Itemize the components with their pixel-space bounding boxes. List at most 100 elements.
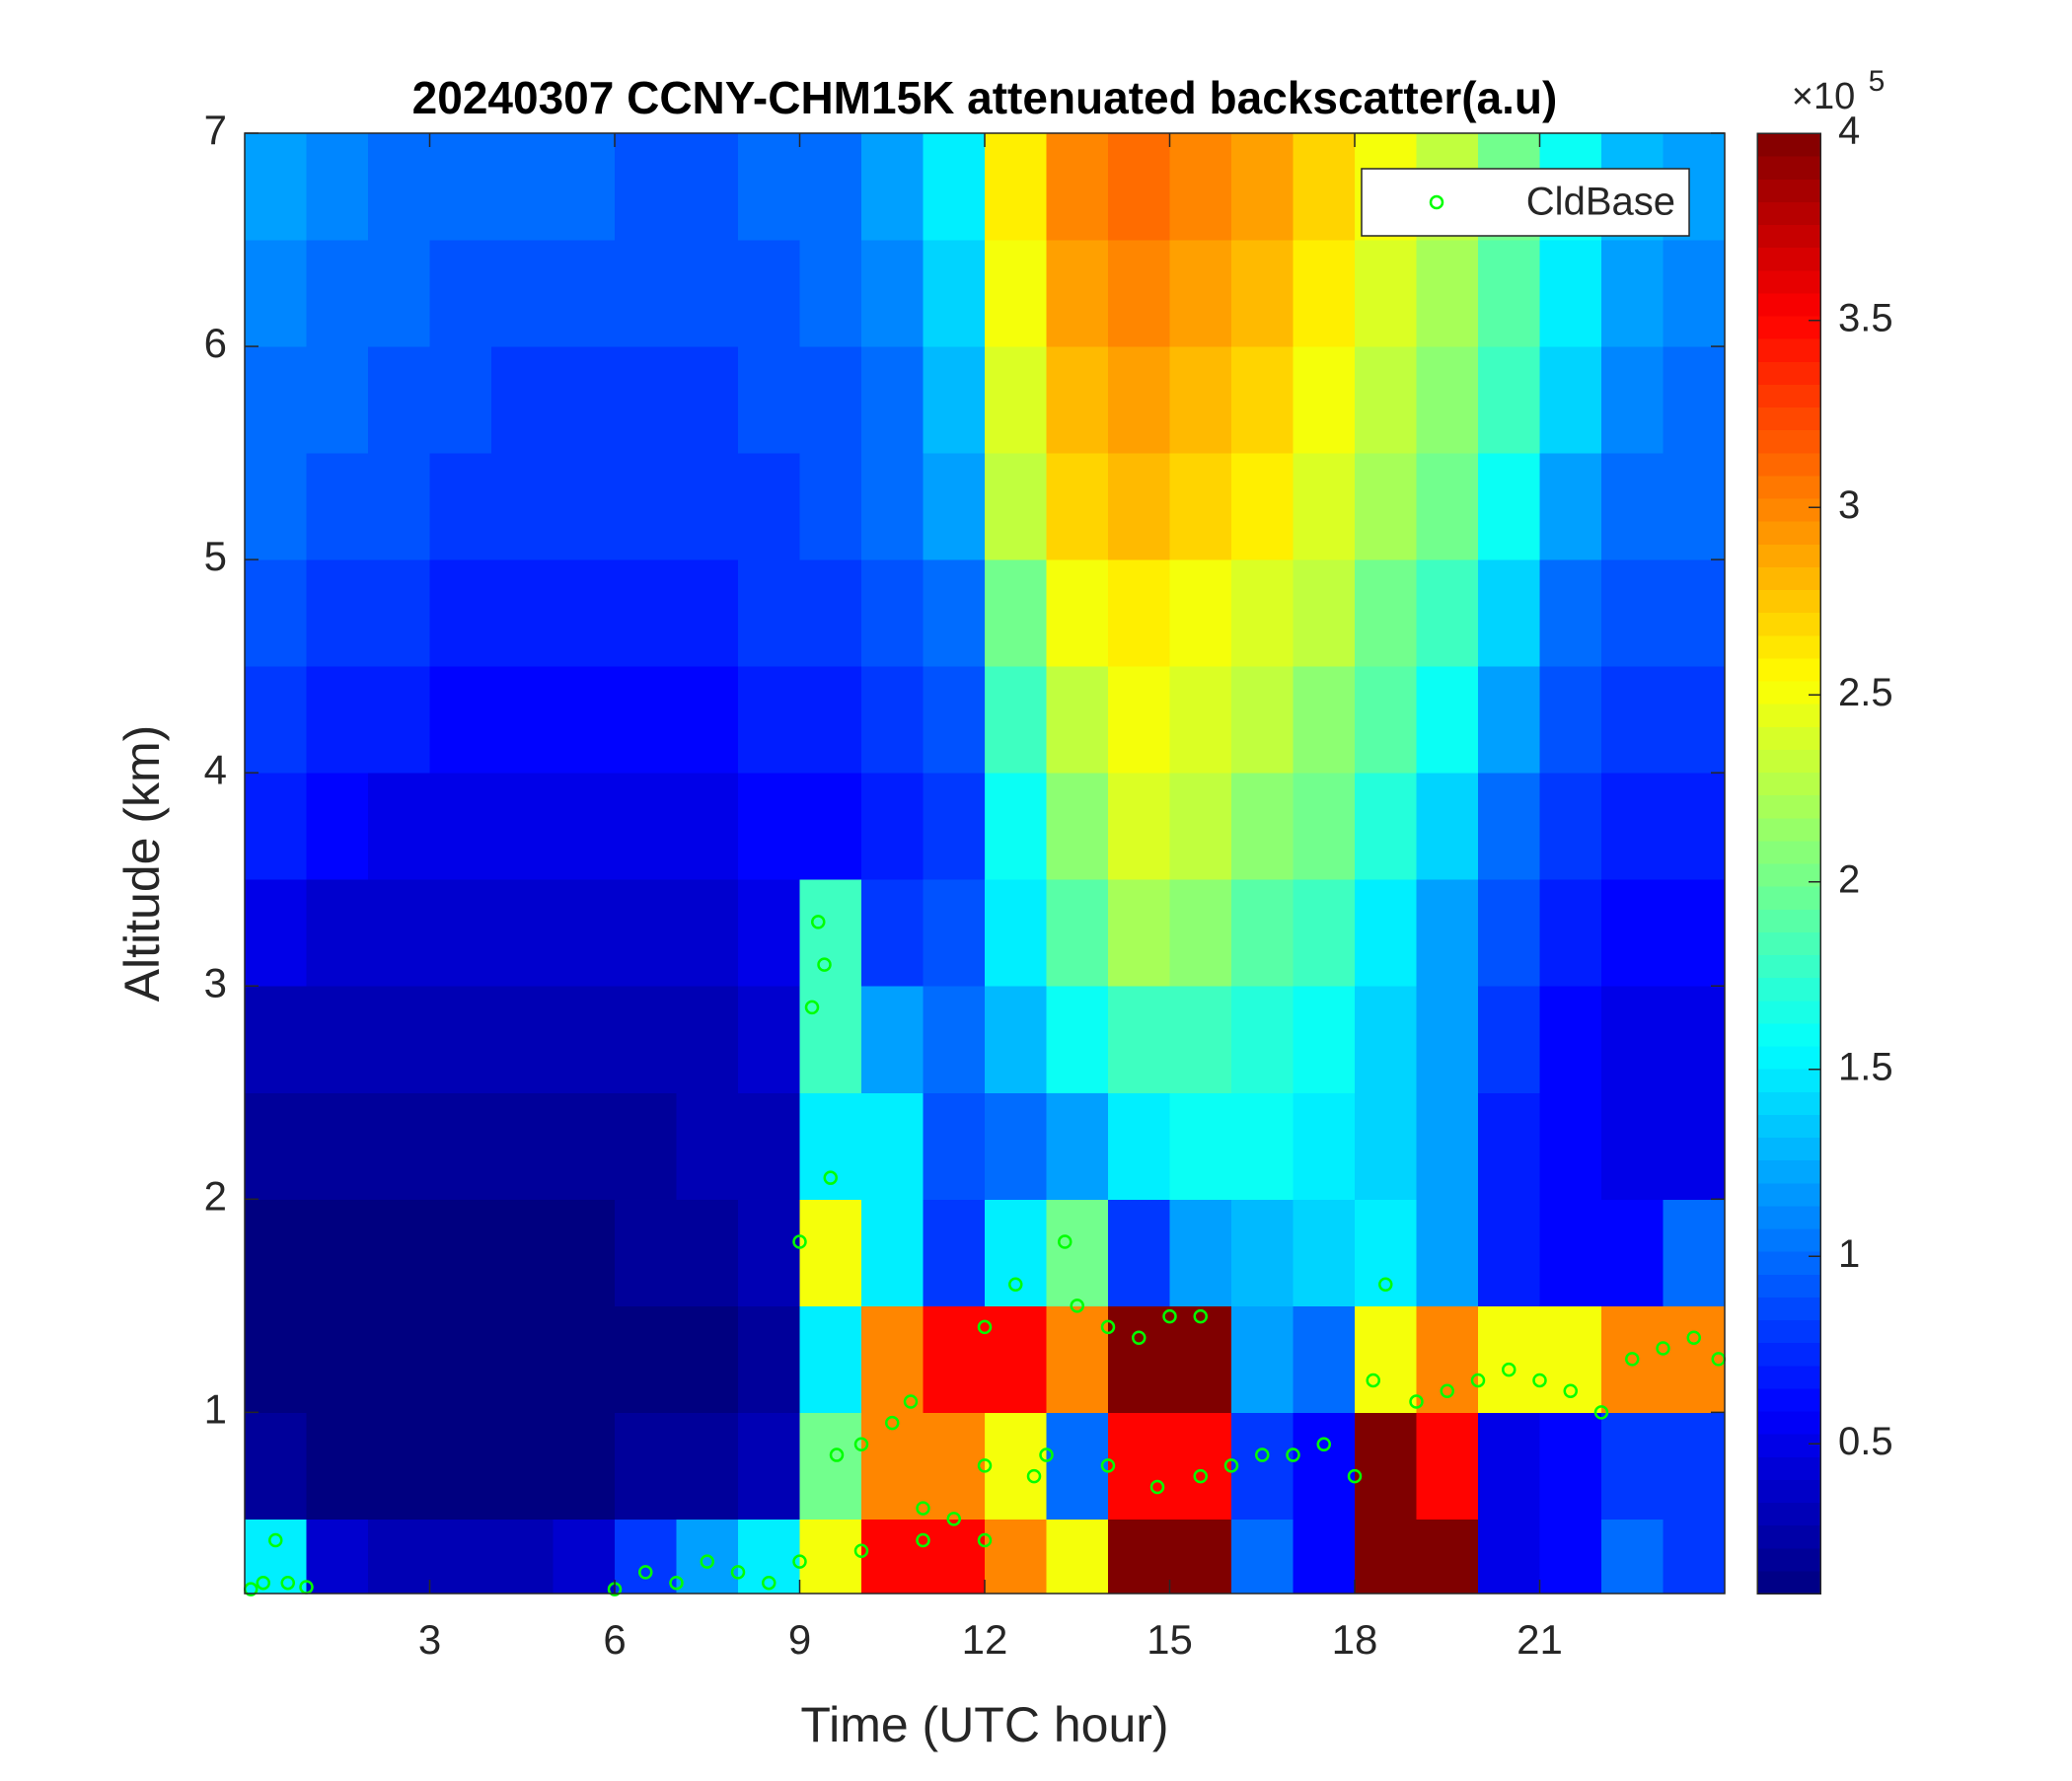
heatmap-cell [923,133,986,241]
heatmap-cell [861,1092,924,1200]
cloud-base-point [1008,1277,1023,1292]
heatmap-cell [368,240,430,347]
heatmap-cell [615,1092,677,1200]
colorbar-step [1757,1069,1820,1092]
heatmap-cell [1231,986,1294,1093]
heatmap-cell [676,1199,739,1306]
cloud-base-point [1409,1394,1424,1409]
heatmap-cell [306,986,369,1093]
colorbar-step [1757,179,1820,202]
heatmap-cell [1478,1199,1540,1306]
heatmap-cell [553,240,616,347]
colorbar-step [1757,1228,1820,1252]
colorbar-step [1757,1456,1820,1480]
heatmap-cell [799,1092,862,1200]
heatmap-cell [676,666,739,774]
y-tick-label: 3 [204,959,227,1005]
heatmap-cell [553,559,616,667]
heatmap-cell [1355,559,1417,667]
heatmap-cell [738,346,800,454]
heatmap-cell [429,346,492,454]
colorbar-step [1757,954,1820,979]
heatmap-cell [1416,559,1479,667]
heatmap-cell [245,559,307,667]
heatmap-cell [245,1092,307,1200]
colorbar-step [1757,681,1820,705]
heatmap-cell [923,986,986,1093]
heatmap-cell [1355,1305,1417,1413]
heatmap-cell [1539,453,1602,560]
heatmap-cell [799,240,862,347]
colorbar-step [1757,1365,1820,1389]
heatmap-cell [1046,1092,1109,1200]
heatmap-cell [923,879,986,987]
colorbar-step [1757,429,1820,454]
colorbar-tick-label: 1 [1838,1232,1860,1276]
heatmap-cell [799,666,862,774]
heatmap-cell [1478,1092,1540,1200]
heatmap-cell [1355,773,1417,880]
heatmap-cell [1478,1305,1540,1413]
heatmap-cell [1663,1199,1726,1306]
legend-box [1361,168,1690,237]
heatmap-cell [1539,1305,1602,1413]
heatmap-cell [1539,986,1602,1093]
heatmap-cell [1169,666,1232,774]
colorbar-step [1757,224,1820,249]
heatmap-cell [368,1305,430,1413]
heatmap-cell [738,559,800,667]
colorbar-tick-label: 2 [1838,858,1860,902]
cloud-base-point [1193,1308,1208,1324]
heatmap-cell [861,1412,924,1520]
heatmap-cell [245,986,307,1093]
heatmap-cell [1169,240,1232,347]
heatmap-cell [245,1412,307,1520]
heatmap-cell [553,453,616,560]
colorbar-exponent: 5 [1869,65,1886,98]
heatmap-cell [1355,346,1417,454]
heatmap-cell [676,133,739,241]
heatmap-cell [553,1412,616,1520]
heatmap-cell [738,1412,800,1520]
heatmap-cell [1293,666,1356,774]
colorbar-step [1757,817,1820,842]
heatmap-cell [861,346,924,454]
x-tick-label: 18 [1332,1616,1378,1663]
colorbar-step [1757,384,1820,408]
heatmap-cell [368,879,430,987]
heatmap-cell [1169,559,1232,667]
heatmap-cell [491,133,554,241]
heatmap-cell [1539,1092,1602,1200]
heatmap-cell [985,986,1047,1093]
heatmap-cell [1601,1412,1664,1520]
heatmap-cell [1416,1092,1479,1200]
heatmap-cell [1663,453,1726,560]
heatmap-cell [1355,453,1417,560]
heatmap-cell [553,133,616,241]
colorbar-step [1757,1000,1820,1024]
heatmap-cell [491,453,554,560]
heatmap-cell [1108,1305,1170,1413]
heatmap-cell [985,666,1047,774]
colorbar-multiplier: ×10 [1792,76,1855,117]
cloud-base-point [946,1512,961,1526]
cloud-base-point [1347,1468,1363,1484]
heatmap-cell [429,559,492,667]
colorbar-tick-label: 4 [1838,110,1860,153]
heatmap-cell [1478,773,1540,880]
heatmap-cell [306,453,369,560]
heatmap-cell [1293,240,1356,347]
heatmap-cell [861,240,924,347]
heatmap-cell [1355,1199,1417,1306]
heatmap-cell [429,986,492,1093]
heatmap-cell [1108,559,1170,667]
heatmap-cell [1293,1092,1356,1200]
colorbar-step [1757,544,1820,567]
cloud-base-point [1502,1362,1517,1377]
heatmap-cell [1539,1412,1602,1520]
heatmap-cell [861,1199,924,1306]
cloud-base-point [823,1170,838,1185]
heatmap-cell [491,346,554,454]
colorbar-step [1757,1046,1820,1070]
